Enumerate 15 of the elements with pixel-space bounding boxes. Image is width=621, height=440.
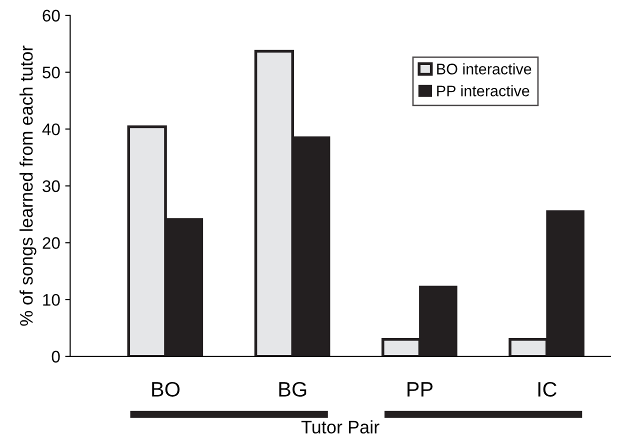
y-axis-title: % of songs learned from each tutor [20, 46, 36, 326]
legend-label: BO interactive [437, 63, 532, 74]
y-tick-label: 10 [43, 294, 60, 306]
y-tick-label: 0 [52, 350, 60, 363]
x-axis-title: Tutor Pair [301, 420, 380, 434]
legend-label: PP interactive [437, 85, 530, 96]
x-tick-label: IC [538, 382, 557, 397]
y-tick-label: 40 [42, 123, 60, 136]
x-tick-label: BG [279, 382, 306, 397]
y-tick-label: 30 [42, 180, 60, 192]
y-tick-label: 20 [42, 237, 60, 249]
y-tick-label: 60 [42, 10, 60, 22]
y-tick-label: 50 [42, 66, 60, 78]
x-tick-label: BO [152, 382, 180, 397]
x-tick-label: PP [408, 382, 433, 396]
